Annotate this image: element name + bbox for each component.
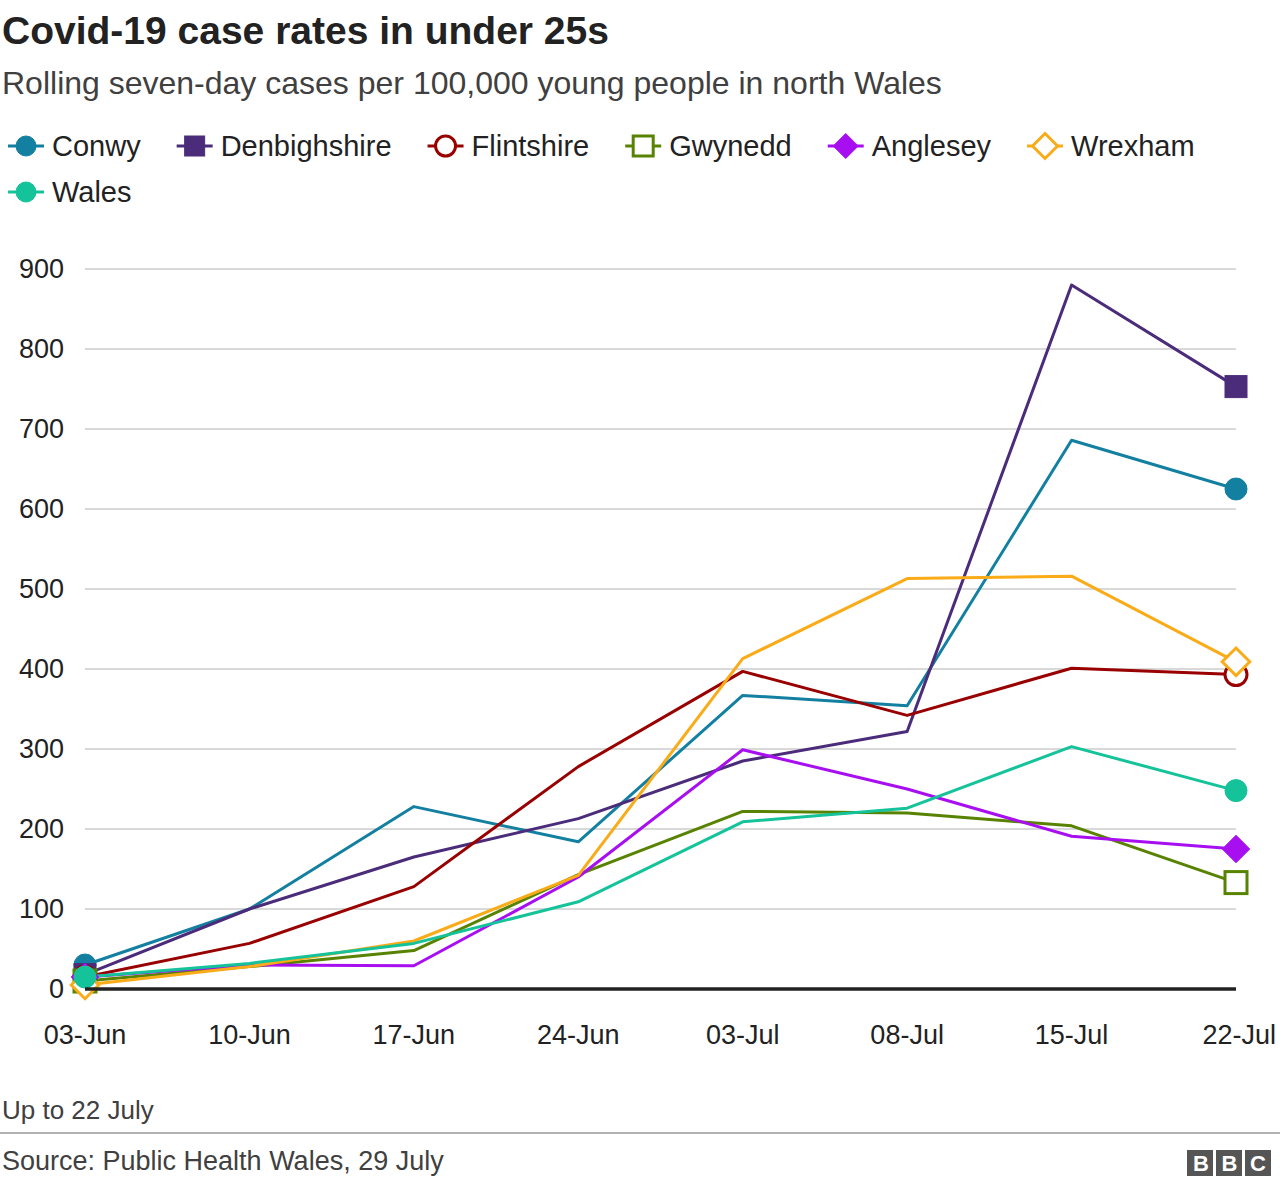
grid-line — [85, 828, 1236, 830]
legend-label: Anglesey — [872, 130, 992, 162]
background — [0, 0, 1280, 1188]
legend-item: Denbighshire — [177, 130, 392, 162]
title: Covid-19 case rates in under 25s — [2, 9, 609, 52]
series-marker — [1225, 872, 1247, 894]
y-tick-label: 500 — [19, 574, 64, 604]
y-tick-label: 700 — [19, 414, 64, 444]
legend-marker — [16, 182, 36, 202]
note: Up to 22 July — [2, 1095, 154, 1125]
logo: BBC — [1187, 1150, 1271, 1176]
x-tick-label: 17-Jun — [373, 1020, 456, 1050]
legend-item: Wrexham — [1027, 130, 1195, 162]
series-marker — [1222, 835, 1250, 863]
x-tick-label: 24-Jun — [537, 1020, 620, 1050]
y-tick-label: 900 — [19, 254, 64, 284]
legend: Conwy Denbighshire Flintshire Gwynedd Angles… — [8, 130, 1195, 208]
subtitle: Rolling seven-day cases per 100,000 youn… — [2, 65, 942, 101]
legend-item: Anglesey — [828, 130, 992, 162]
legend-label: Wrexham — [1071, 130, 1195, 162]
y-tick-label: 400 — [19, 654, 64, 684]
x-tick-label: 15-Jul — [1035, 1020, 1109, 1050]
series-line — [85, 811, 1236, 981]
series-marker — [74, 966, 96, 988]
chart: Covid-19 case rates in under 25s Rolling … — [0, 0, 1280, 1188]
series-line — [85, 668, 1236, 977]
x-tick-label: 03-Jun — [44, 1020, 127, 1050]
source: Source: Public Health Wales, 29 July — [2, 1146, 444, 1176]
y-tick-label: 800 — [19, 334, 64, 364]
y-tick-label: 300 — [19, 734, 64, 764]
x-tick-label: 10-Jun — [208, 1020, 291, 1050]
grid-line — [85, 588, 1236, 590]
grid — [85, 269, 1236, 989]
x-tick-label: 03-Jul — [706, 1020, 780, 1050]
legend-label: Flintshire — [472, 130, 590, 162]
plot-area — [85, 285, 1236, 985]
legend-label: Denbighshire — [221, 130, 392, 162]
legend-label: Gwynedd — [669, 130, 792, 162]
x-tick-label: 08-Jul — [870, 1020, 944, 1050]
y-tick-label: 100 — [19, 894, 64, 924]
legend-marker — [833, 134, 858, 159]
series-marker — [1225, 780, 1247, 802]
legend-item: Gwynedd — [625, 130, 792, 162]
logo-text: BBC — [1193, 1151, 1266, 1176]
series-marker — [1225, 478, 1247, 500]
series-line — [85, 747, 1236, 977]
markers — [71, 376, 1250, 999]
footer-rule — [0, 1132, 1280, 1134]
series-line — [85, 576, 1236, 985]
x-tick-label: 22-Jul — [1202, 1020, 1276, 1050]
grid-line — [85, 908, 1236, 910]
legend-item: Conwy — [8, 130, 141, 162]
grid-line — [85, 268, 1236, 270]
series-line — [85, 440, 1236, 965]
series-marker — [1222, 648, 1250, 676]
legend-marker — [1033, 134, 1058, 159]
series-line — [85, 285, 1236, 975]
y-tick-label: 0 — [49, 974, 64, 1004]
legend-marker — [633, 136, 653, 156]
grid-line — [85, 988, 1236, 990]
legend-marker — [185, 136, 205, 156]
legend-marker — [436, 136, 456, 156]
grid-line — [85, 508, 1236, 510]
grid-line — [85, 428, 1236, 430]
y-tick-label: 200 — [19, 814, 64, 844]
legend-label: Wales — [52, 176, 132, 208]
legend-marker — [16, 136, 36, 156]
series-marker — [74, 966, 96, 988]
series-marker — [1225, 376, 1247, 398]
legend-item: Wales — [8, 176, 132, 208]
x-axis-line — [85, 987, 1236, 991]
grid-line — [85, 348, 1236, 350]
legend-item: Flintshire — [428, 130, 590, 162]
legend-label: Conwy — [52, 130, 141, 162]
y-tick-label: 600 — [19, 494, 64, 524]
